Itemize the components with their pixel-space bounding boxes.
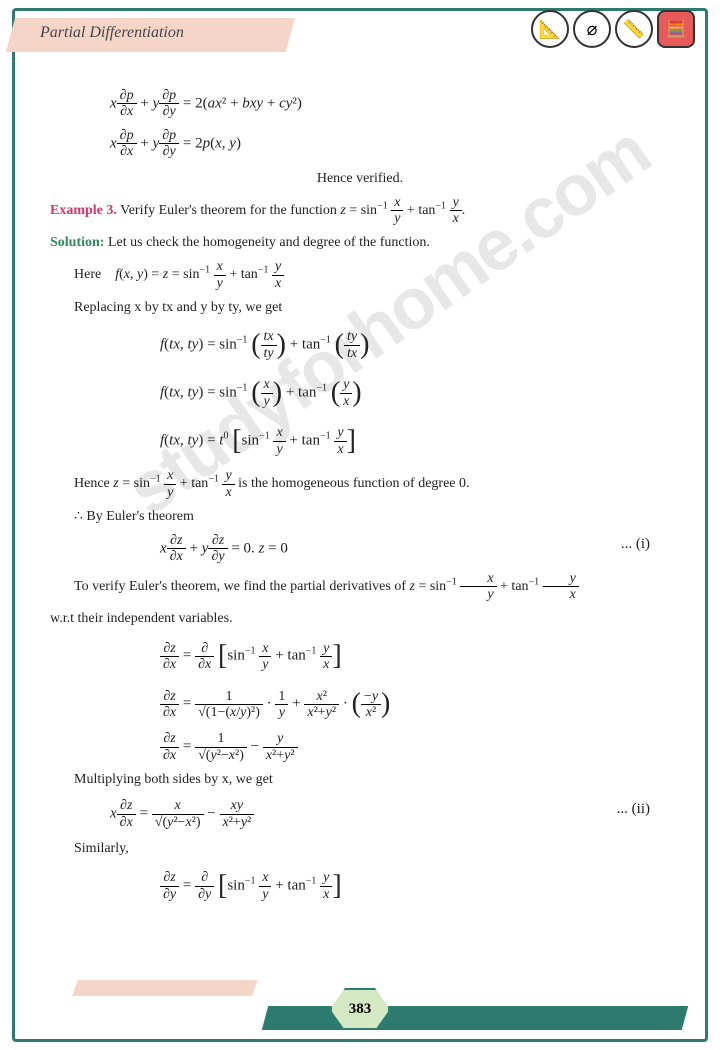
wrt-text: w.r.t their independent variables. xyxy=(50,608,670,629)
content-area: x∂p∂x + y∂p∂y = 2(ax² + bxy + cy²) x∂p∂x… xyxy=(50,80,670,913)
geometry-icon: 📐 xyxy=(531,10,569,48)
eq-number-2: ... (ii) xyxy=(617,798,650,821)
hence-line: Hence z = sin−1 xy + tan−1 yx is the hom… xyxy=(74,468,670,500)
step-eq-3: f(tx, ty) = t0 [sin−1 xy + tan−1 yx] xyxy=(160,420,670,462)
multiply-text: Multiplying both sides by x, we get xyxy=(74,769,670,790)
header-icon-row: 📐 ⌀ 📏 🧮 xyxy=(531,10,695,48)
footer-pink-bar xyxy=(72,980,258,996)
calculator-icon: 🧮 xyxy=(657,10,695,48)
similarly-text: Similarly, xyxy=(74,838,670,859)
euler-eq: x∂z∂x + y∂z∂y = 0. z = 0 ... (i) xyxy=(160,533,670,565)
eq-number-1: ... (i) xyxy=(621,533,650,556)
partial-eq-2: ∂z∂x = 1√(1−(x/y)²) · 1y + x²x²+y² · (−y… xyxy=(160,683,670,725)
solution-label: Solution: xyxy=(50,235,104,250)
chapter-title: Partial Differentiation xyxy=(40,24,184,42)
step-eq-2: f(tx, ty) = sin−1 (xy) + tan−1 (yx) xyxy=(160,372,670,414)
page-container: Partial Differentiation 📐 ⌀ 📏 🧮 studyfor… xyxy=(0,0,720,1050)
replacing-text: Replacing x by tx and y by ty, we get xyxy=(74,297,670,318)
ruler-icon: 📏 xyxy=(615,10,653,48)
footer-teal-bar xyxy=(262,1006,688,1030)
therefore-line: ∴ By Euler's theorem xyxy=(74,506,670,527)
partial-eq-3: ∂z∂x = 1√(y²−x²) − yx²+y² xyxy=(160,731,670,763)
partial-eq-1: ∂z∂x = ∂∂x [sin−1 xy + tan−1 yx] xyxy=(160,635,670,677)
step-eq-1: f(tx, ty) = sin−1 (txty) + tan−1 (tytx) xyxy=(160,324,670,366)
solution-intro-text: Let us check the homogeneity and degree … xyxy=(108,235,430,250)
compass-icon: ⌀ xyxy=(573,10,611,48)
equation-2: x∂p∂x + y∂p∂y = 2p(x, y) xyxy=(110,128,670,160)
equation-1: x∂p∂x + y∂p∂y = 2(ax² + bxy + cy²) xyxy=(110,88,670,120)
partial-eq-4: x∂z∂x = x√(y²−x²) − xyx²+y² ... (ii) xyxy=(110,798,670,830)
here-line: Here f(x, y) = z = sin−1 xy + tan−1 yx xyxy=(74,259,670,291)
partial-eq-5: ∂z∂y = ∂∂y [sin−1 xy + tan−1 yx] xyxy=(160,865,670,907)
example-line: Example 3. Verify Euler's theorem for th… xyxy=(50,195,670,227)
solution-intro: Solution: Let us check the homogeneity a… xyxy=(50,232,670,253)
verify-text: To verify Euler's theorem, we find the p… xyxy=(50,571,670,603)
hence-verified: Hence verified. xyxy=(50,168,670,189)
example-label: Example 3. xyxy=(50,203,117,218)
